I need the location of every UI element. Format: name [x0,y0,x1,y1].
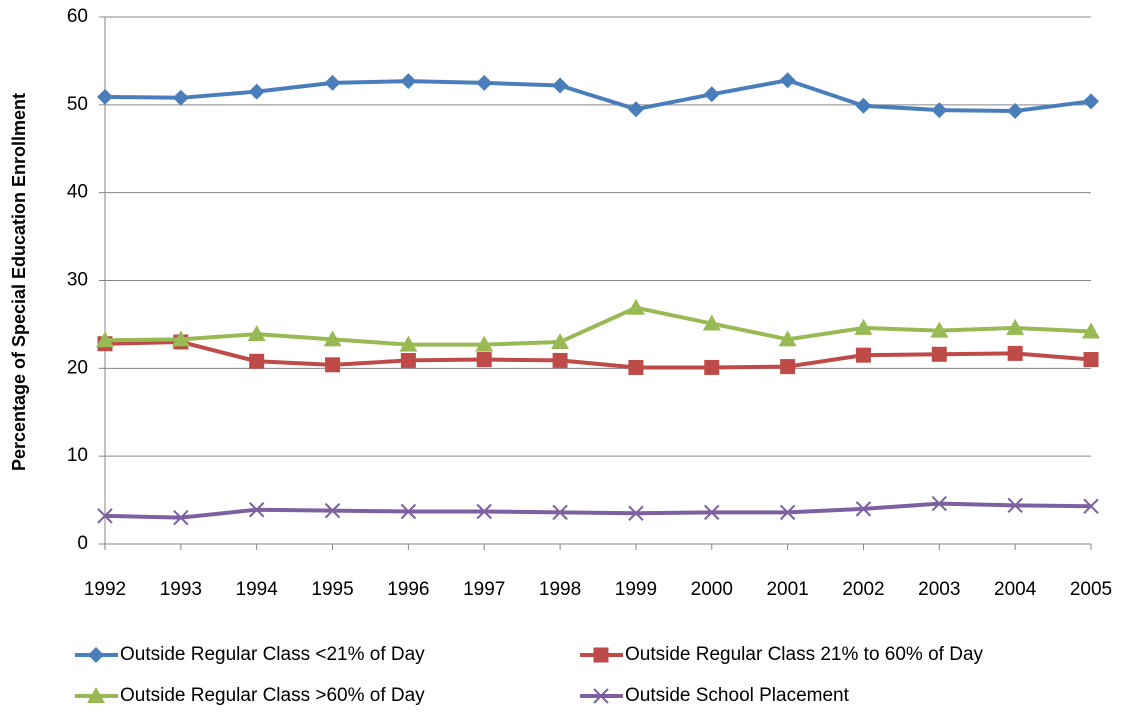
data-point [476,503,492,520]
data-point [476,74,493,91]
data-point [855,347,871,363]
data-point [97,508,113,524]
data-point [1007,497,1023,514]
y-tick-label: 0 [77,533,88,554]
data-point [171,330,190,347]
legend-marker [593,688,609,704]
series-line [104,78,1092,113]
data-point [400,73,417,90]
data-point [552,77,569,94]
data-point [1082,322,1100,339]
x-tick-label: 1996 [387,579,429,600]
data-point [627,101,644,118]
x-tick-label: 2000 [691,579,733,600]
x-tick-label: 2004 [994,579,1037,600]
x-tick-label: 2003 [918,579,960,600]
data-point [704,504,720,521]
x-tick-label: 1992 [84,579,126,600]
x-tick-label: 1998 [539,579,581,600]
x-tick-label: 2002 [842,579,884,600]
data-point [855,501,872,517]
y-tick-label: 40 [67,182,88,203]
data-point [704,359,720,375]
data-point [778,330,797,347]
data-point [172,89,189,106]
data-point [249,353,265,369]
data-point [476,352,492,368]
data-point [324,502,341,519]
data-point [248,502,265,518]
series-line [104,339,1092,370]
x-tick-label: 1993 [160,579,202,600]
x-tick-label: 1999 [615,579,657,600]
data-point [703,86,720,103]
legend-label: Outside School Placement [625,685,850,706]
data-point [96,331,114,348]
data-point [702,314,721,331]
data-point [551,332,570,349]
y-tick-label: 10 [67,445,88,466]
data-point [1083,93,1099,110]
data-point [1083,498,1099,514]
data-point [779,504,796,521]
x-tick-label: 2005 [1070,579,1112,600]
data-point [780,359,796,375]
data-point [779,72,796,89]
legend-marker [87,687,105,703]
data-point [400,503,417,520]
x-tick-label: 1997 [463,579,505,600]
data-point [931,102,948,119]
data-point [854,318,873,335]
data-point [628,359,644,375]
x-tick-label: 1995 [311,579,353,600]
y-tick-label: 60 [67,6,88,27]
x-tick-label: 2001 [766,579,808,600]
series-line [104,501,1092,520]
data-point [931,346,947,362]
data-point [552,504,568,521]
data-point [97,88,113,105]
data-point [475,335,494,352]
data-point [400,352,416,368]
y-tick-label: 30 [67,270,88,291]
data-point [1006,318,1025,335]
data-point [931,495,948,512]
x-tick-label: 1994 [236,579,279,600]
legend-marker [88,647,104,663]
data-point [626,298,645,315]
data-point [1007,102,1024,119]
series-line [104,305,1092,347]
y-tick-label: 50 [67,94,88,115]
data-point [855,97,872,114]
legend-marker [593,647,609,663]
data-point [323,330,342,347]
data-point [173,509,189,526]
data-point [1007,345,1023,361]
y-axis-label: Percentage of Special Education Enrollme… [9,93,29,471]
data-point [324,74,341,91]
y-tick-label: 20 [67,357,88,378]
data-point [399,335,418,352]
data-point [628,505,644,521]
data-point [1083,352,1099,368]
data-point [247,325,266,342]
legend-label: Outside Regular Class 21% to 60% of Day [625,644,984,665]
data-point [248,83,265,100]
data-point [930,321,949,338]
data-point [552,352,568,368]
legend-label: Outside Regular Class <21% of Day [120,644,425,665]
legend-label: Outside Regular Class >60% of Day [120,685,425,706]
data-point [325,357,341,373]
